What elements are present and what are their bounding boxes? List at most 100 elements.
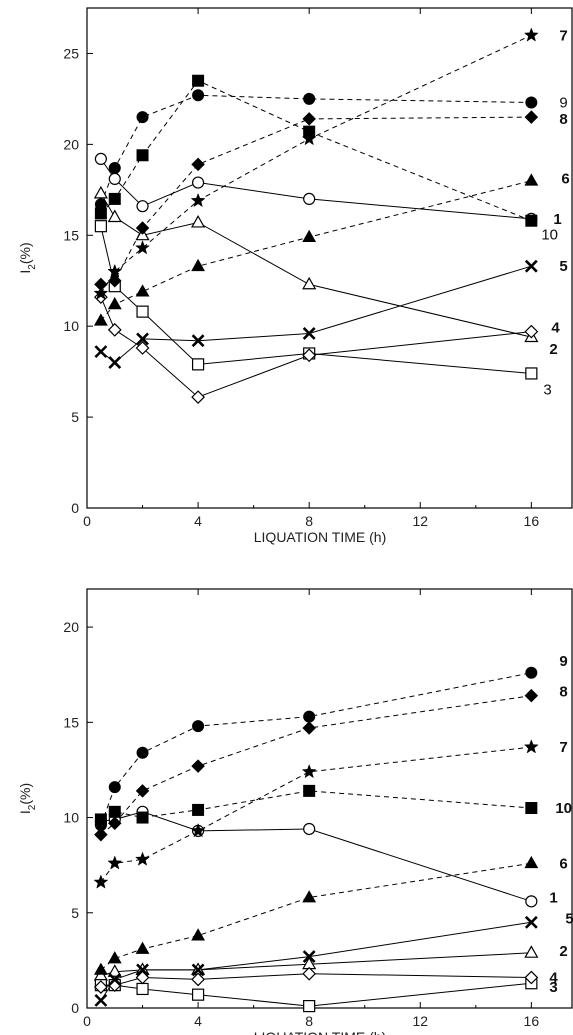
series-label-5: 5 [559,258,567,275]
data-point-series-1 [303,822,316,836]
data-point-series-2 [191,214,206,228]
y-tick-label: 20 [63,136,79,152]
series-line-8 [100,695,532,836]
data-point-series-10 [303,125,316,138]
series-label-7: 7 [559,739,567,756]
data-point-series-5 [302,327,316,340]
data-point-series-7 [107,855,123,870]
data-point-series-5 [94,993,108,1007]
x-tick-label: 16 [524,1013,540,1029]
data-point-series-6 [191,928,205,941]
data-point-series-8 [302,721,316,735]
y-axis-label-main: I [17,270,33,274]
data-point-series-3 [136,982,149,996]
series-label-9: 9 [559,653,567,670]
data-point-series-8 [524,110,539,124]
data-point-series-10 [525,802,538,815]
x-tick-label: 12 [412,513,428,529]
data-point-series-8 [135,784,150,798]
data-point-series-10 [136,149,149,162]
series-label-10: 10 [541,227,558,244]
data-point-series-5 [302,950,316,963]
data-point-series-6 [524,855,539,869]
series-label-2: 2 [549,341,557,358]
series-line-10 [100,80,532,222]
y-axis-label: I2(%) [17,783,38,814]
data-point-series-5 [136,332,149,346]
data-point-series-3 [94,220,107,233]
data-point-series-8 [302,112,316,126]
data-point-series-10 [525,214,538,227]
data-point-series-1 [525,895,538,908]
x-tick-label: 8 [305,1013,313,1029]
data-point-series-2 [93,185,108,199]
data-point-series-6 [302,229,317,242]
data-point-series-2 [107,209,122,223]
data-point-series-7 [190,192,206,208]
data-point-series-5 [191,963,205,977]
series-label-6: 6 [559,855,567,872]
data-point-series-2 [107,964,122,977]
series-line-1 [100,811,532,902]
data-point-series-7 [135,851,150,866]
data-point-series-10 [94,813,107,826]
series-line-6 [100,180,532,322]
data-point-series-8 [108,816,122,831]
y-tick-label: 15 [63,714,79,730]
series-label-4: 4 [549,970,558,987]
x-axis-label: LIQUATION TIME (h) [254,1029,387,1035]
data-point-series-6 [302,890,317,903]
data-point-series-1 [136,200,149,213]
series-label-2: 2 [559,943,567,960]
series-label-9: 9 [559,95,567,112]
data-point-series-10 [136,811,149,824]
series-line-1 [100,158,532,220]
y-tick-label: 5 [71,905,79,921]
series-line-5 [100,921,532,1001]
data-point-series-7 [523,27,539,42]
plot-frame [86,588,573,1009]
data-point-series-8 [135,221,150,235]
data-point-series-4 [135,341,150,355]
series-label-8: 8 [559,111,567,128]
series-label-6: 6 [561,171,569,188]
y-axis-label-tail: (%) [17,242,33,264]
series-line-10 [100,790,532,820]
data-point-series-6 [191,258,205,272]
data-point-series-4 [302,966,317,981]
data-point-series-10 [108,805,121,818]
data-point-series-8 [524,688,539,703]
data-point-series-4 [524,970,539,985]
data-point-series-6 [107,297,122,310]
data-point-series-5 [191,334,205,348]
data-point-series-9 [136,111,149,124]
data-point-series-9 [192,89,205,102]
data-point-series-1 [94,152,107,166]
y-axis-label-tail: (%) [17,783,33,805]
data-point-series-3 [525,367,538,380]
x-axis-label: LIQUATION TIME (h) [254,529,387,545]
series-line-2 [100,193,532,338]
data-point-series-8 [191,157,205,172]
y-axis-label-sub: 2 [27,804,38,810]
series-label-7: 7 [559,27,567,44]
data-point-series-4 [107,322,122,337]
data-point-series-9 [303,92,316,105]
data-point-series-7 [523,739,539,754]
y-tick-label: 10 [63,318,79,334]
data-point-series-1 [108,172,121,186]
data-point-series-8 [108,273,122,288]
series-line-6 [100,862,532,971]
series-line-8 [100,116,532,285]
series-line-9 [100,672,532,826]
series-label-4: 4 [551,320,560,337]
y-axis-label: I2(%) [17,242,38,273]
series-line-3 [100,982,532,1007]
data-point-series-4 [191,972,205,987]
data-point-series-9 [108,162,121,174]
series-line-5 [100,265,532,364]
y-tick-label: 15 [63,227,79,243]
series-label-8: 8 [559,684,567,701]
data-point-series-9 [192,720,205,733]
data-point-series-4 [302,348,317,363]
